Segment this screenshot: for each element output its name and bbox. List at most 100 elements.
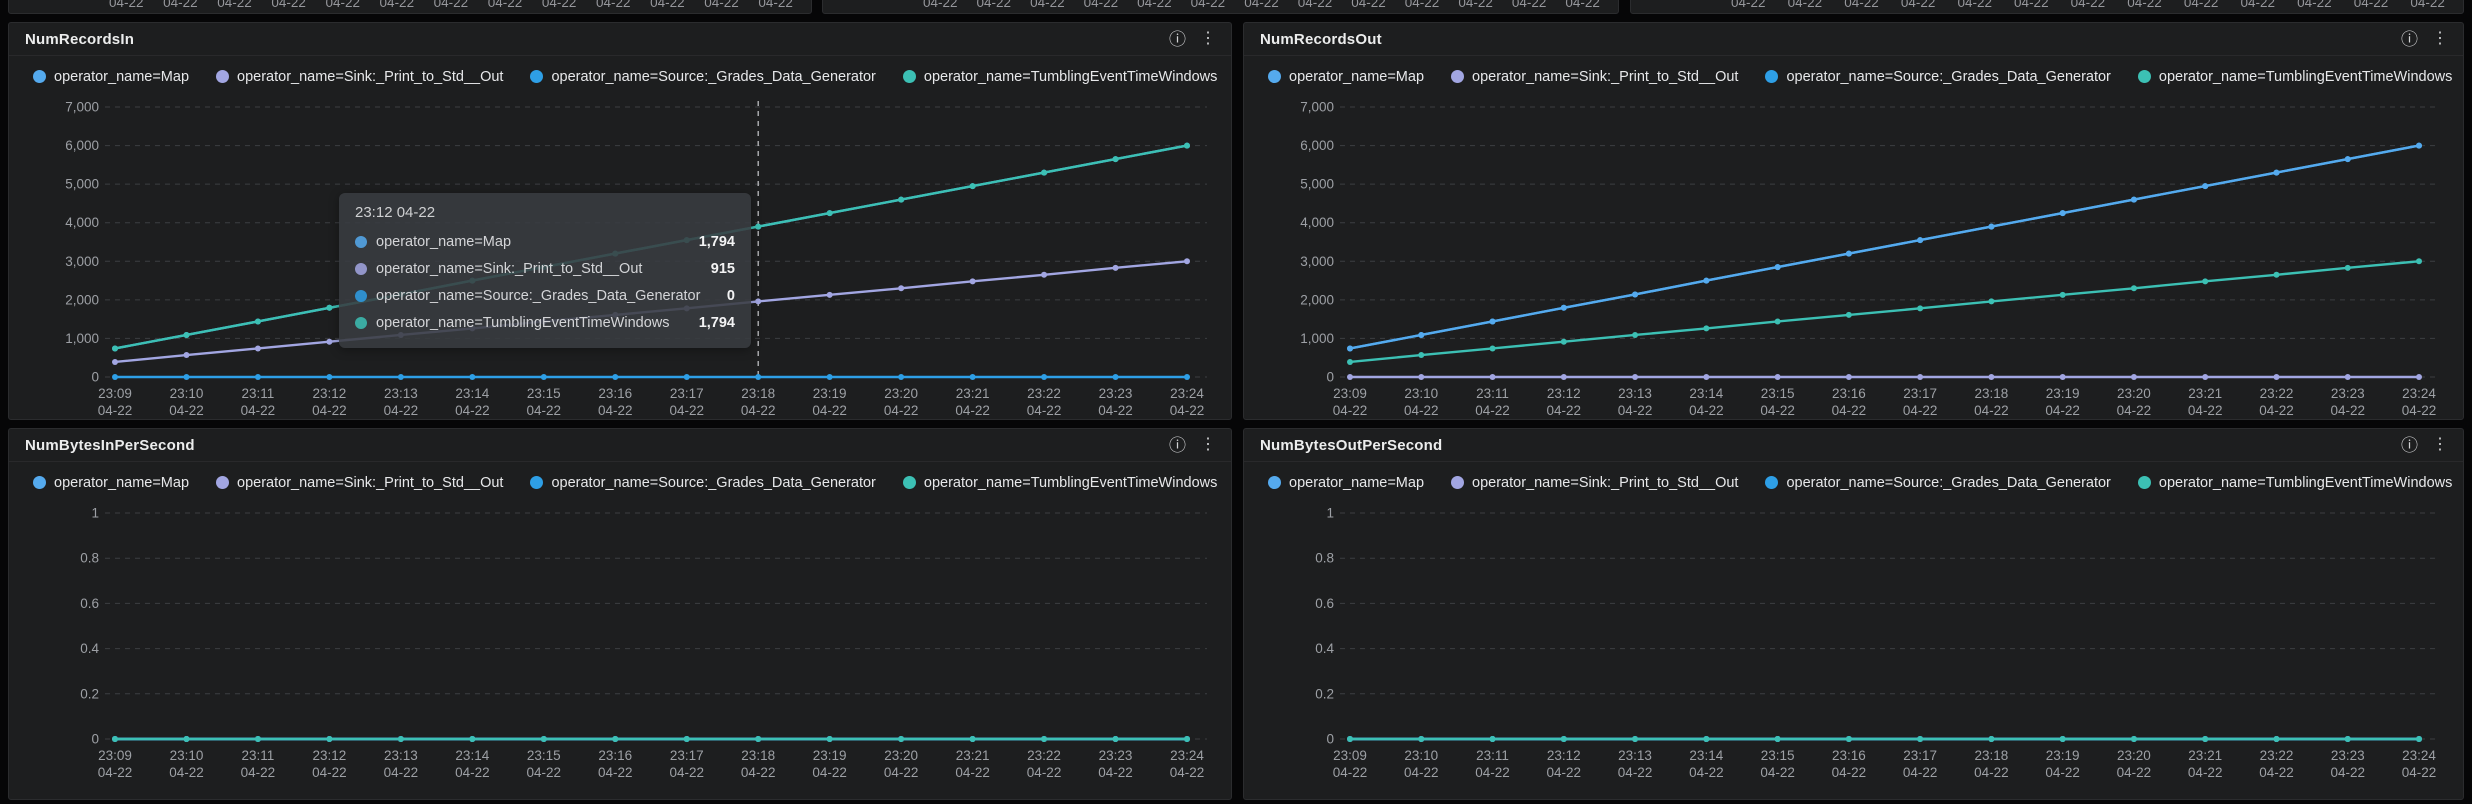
- legend-item-sink[interactable]: operator_name=Sink:_Print_to_Std__Out: [1451, 69, 1738, 85]
- series-dot: [355, 316, 367, 329]
- clipped-tick-label: 04-22: [1137, 0, 1172, 10]
- x-axis-tick-time: 23:16: [598, 748, 632, 763]
- x-axis-tick-time: 23:20: [884, 748, 918, 763]
- kebab-menu-icon[interactable]: ⋮: [2432, 30, 2449, 47]
- legend-item-tumbling[interactable]: operator_name=TumblingEventTimeWindows: [2137, 475, 2452, 491]
- clipped-tick-label: 04-22: [1297, 0, 1333, 10]
- x-axis-tick-date: 04-22: [169, 403, 204, 418]
- x-axis-tick-date: 04-22: [1404, 403, 1439, 418]
- x-axis-tick-date: 04-22: [2330, 765, 2365, 780]
- x-axis-tick-time: 23:09: [98, 748, 132, 763]
- kebab-menu-icon[interactable]: ⋮: [1200, 436, 1217, 453]
- legend-item-sink[interactable]: operator_name=Sink:_Print_to_Std__Out: [1451, 475, 1738, 491]
- x-axis-tick-date: 04-22: [884, 765, 919, 780]
- x-axis-tick-date: 04-22: [1027, 403, 1062, 418]
- legend-item-source[interactable]: operator_name=Source:_Grades_Data_Genera…: [1765, 474, 2111, 491]
- x-axis-tick-time: 23:09: [1333, 386, 1367, 401]
- x-axis-tick-time: 23:23: [2331, 748, 2365, 763]
- clipped-tick-label: 04-22: [704, 0, 739, 10]
- y-axis-tick-label: 4,000: [65, 215, 99, 230]
- legend-item-source[interactable]: operator_name=Source:_Grades_Data_Genera…: [530, 69, 876, 85]
- legend-label: operator_name=Map: [1289, 474, 1425, 491]
- clipped-tick-label: 04-22: [2183, 0, 2219, 10]
- x-axis-tick-date: 04-22: [2045, 403, 2080, 418]
- legend-item-sink[interactable]: operator_name=Sink:_Print_to_Std__Out: [216, 475, 503, 491]
- x-axis-tick-date: 04-22: [741, 403, 776, 418]
- x-axis-tick-date: 04-22: [241, 765, 276, 780]
- legend-label: operator_name=Source:_Grades_Data_Genera…: [1786, 474, 2111, 491]
- x-axis-tick-time: 23:22: [1027, 748, 1061, 763]
- legend-dot-map: [1268, 70, 1281, 83]
- x-axis-tick-time: 23:18: [741, 748, 775, 763]
- info-icon[interactable]: ⓘ: [1169, 29, 1186, 49]
- info-icon[interactable]: ⓘ: [2401, 435, 2418, 455]
- chart-area[interactable]: 0 1,000 2,000 3,000 4,000 5,000 6,000 7,000 23:0…: [1244, 93, 2463, 419]
- x-axis-tick-date: 04-22: [455, 765, 490, 780]
- x-axis-tick-date: 04-22: [2330, 403, 2365, 418]
- legend-item-map[interactable]: operator_name=Map: [33, 69, 189, 85]
- x-axis-tick-time: 23:12: [313, 748, 347, 763]
- info-icon[interactable]: ⓘ: [2401, 29, 2418, 49]
- clipped-x-axis-ticks: 04-22 04-22 04-22 04-22 04-22 04-22 04-22 04-22…: [923, 0, 1600, 10]
- y-axis-tick-label: 7,000: [1300, 100, 1334, 115]
- x-axis-tick-time: 23:13: [384, 386, 418, 401]
- x-axis-tick-time: 23:23: [1099, 386, 1133, 401]
- x-axis-tick-date: 04-22: [955, 765, 990, 780]
- chart-area[interactable]: 0 1,000 2,000 3,000 4,000 5,000 6,000 7,000 23:0…: [9, 93, 1231, 419]
- x-axis-tick-date: 04-22: [169, 765, 204, 780]
- x-axis-tick-time: 23:17: [1903, 748, 1937, 763]
- kebab-menu-icon[interactable]: ⋮: [1200, 30, 1217, 47]
- y-axis-tick-label: 6,000: [65, 138, 99, 153]
- clipped-tick-label: 04-22: [433, 0, 469, 10]
- y-axis-tick-label: 1: [91, 506, 99, 521]
- x-axis-tick-time: 23:17: [670, 748, 704, 763]
- legend-label: operator_name=Source:_Grades_Data_Genera…: [1786, 68, 2111, 85]
- clipped-tick-label: 04-22: [923, 0, 958, 10]
- x-axis-tick-date: 04-22: [1760, 403, 1795, 418]
- legend-label: operator_name=Sink:_Print_to_Std__Out: [237, 68, 504, 85]
- x-axis-tick-time: 23:16: [598, 386, 632, 401]
- legend-label: operator_name=TumblingEventTimeWindows: [923, 68, 1218, 85]
- x-axis-tick-time: 23:19: [2046, 386, 2080, 401]
- x-axis-tick-date: 04-22: [1333, 765, 1368, 780]
- x-axis-tick-date: 04-22: [1903, 765, 1938, 780]
- x-axis-tick-time: 23:23: [1099, 748, 1133, 763]
- clipped-tick-label: 04-22: [217, 0, 252, 10]
- y-axis-tick-label: 3,000: [1300, 254, 1334, 269]
- clipped-tick-label: 04-22: [325, 0, 360, 10]
- panel-header: NumBytesInPerSecond ⓘ ⋮: [9, 429, 1231, 462]
- y-axis-tick-label: 0: [1326, 732, 1334, 747]
- x-axis-tick-date: 04-22: [527, 765, 562, 780]
- x-axis-tick-time: 23:09: [98, 386, 132, 401]
- legend-item-tumbling[interactable]: operator_name=TumblingEventTimeWindows: [902, 68, 1218, 85]
- legend-item-source[interactable]: operator_name=Source:_Grades_Data_Genera…: [530, 474, 876, 491]
- legend-item-map[interactable]: operator_name=Map: [1268, 475, 1424, 491]
- legend-item-tumbling[interactable]: operator_name=TumblingEventTimeWindows: [902, 475, 1217, 491]
- x-axis-tick-time: 23:15: [1761, 386, 1795, 401]
- x-axis-tick-time: 23:11: [242, 386, 275, 401]
- legend-item-map[interactable]: operator_name=Map: [33, 475, 189, 491]
- legend-label: operator_name=Source:_Grades_Data_Genera…: [551, 474, 876, 491]
- legend-item-map[interactable]: operator_name=Map: [1268, 69, 1424, 85]
- x-axis-tick-date: 04-22: [1475, 765, 1510, 780]
- series-line: [1348, 144, 2421, 350]
- y-axis-tick-label: 7,000: [65, 100, 99, 115]
- clipped-tick-label: 04-22: [595, 0, 631, 10]
- legend-item-source[interactable]: operator_name=Source:_Grades_Data_Genera…: [1765, 68, 2111, 85]
- x-axis-tick-date: 04-22: [1832, 403, 1867, 418]
- legend-item-tumbling[interactable]: operator_name=TumblingEventTimeWindows: [2137, 69, 2452, 85]
- y-axis-tick-label: 0: [91, 370, 99, 385]
- tooltip-series-label: operator_name=TumblingEventTimeWindows: [376, 314, 670, 331]
- clipped-tick-label: 04-22: [487, 0, 523, 10]
- x-axis-tick-date: 04-22: [2259, 765, 2294, 780]
- legend-dot-map: [1268, 476, 1281, 489]
- chart-area[interactable]: 0 0.2 0.4 0.6 0.8 1 23:09 04-22 23:10 04-22 23:11 0…: [9, 495, 1231, 799]
- legend-item-sink[interactable]: operator_name=Sink:_Print_to_Std__Out: [216, 69, 503, 85]
- chart-area[interactable]: 0 0.2 0.4 0.6 0.8 1 23:09 04-22 23:10 04-22 23:11 0…: [1244, 495, 2463, 799]
- kebab-menu-icon[interactable]: ⋮: [2432, 436, 2449, 453]
- panel-title: NumRecordsOut: [1260, 30, 1382, 48]
- info-icon[interactable]: ⓘ: [1169, 435, 1186, 455]
- y-axis-tick-label: 6,000: [1300, 138, 1334, 153]
- x-axis-tick-time: 23:22: [2260, 748, 2294, 763]
- x-axis-tick-date: 04-22: [312, 765, 347, 780]
